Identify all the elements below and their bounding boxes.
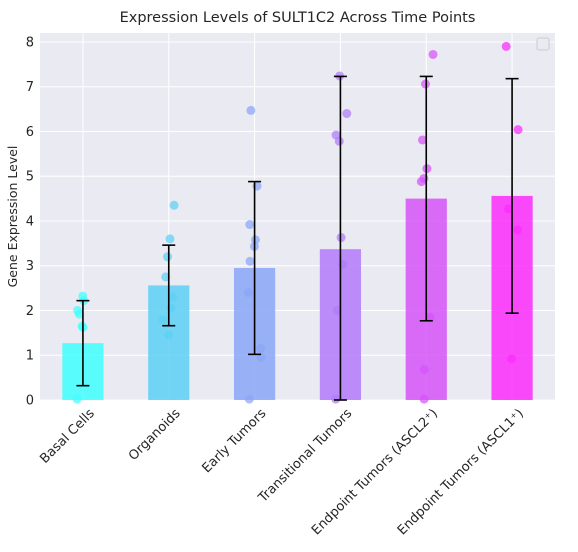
- data-point: [514, 125, 523, 134]
- chart-title: Expression Levels of SULT1C2 Across Time…: [120, 10, 476, 26]
- y-tick-label: 1: [26, 349, 34, 364]
- x-tick-label: Basal Cells: [37, 406, 98, 467]
- data-point: [507, 354, 516, 363]
- data-point: [245, 395, 254, 404]
- data-point: [256, 344, 265, 353]
- data-point: [166, 234, 175, 243]
- data-point: [417, 177, 426, 186]
- data-point: [246, 257, 255, 266]
- data-point: [342, 109, 351, 118]
- y-tick-label: 3: [26, 259, 34, 274]
- data-point: [245, 220, 254, 229]
- data-point: [158, 315, 167, 324]
- y-axis-label: Gene Expression Level: [5, 146, 20, 288]
- x-tick-label: Organoids: [126, 406, 184, 464]
- data-point: [335, 137, 344, 146]
- data-point: [429, 50, 438, 59]
- data-point: [502, 42, 511, 51]
- y-tick-label: 7: [26, 80, 34, 95]
- data-point: [163, 252, 172, 261]
- data-point: [170, 201, 179, 210]
- data-point: [166, 304, 175, 313]
- data-point: [244, 288, 253, 297]
- data-point: [331, 395, 340, 404]
- data-point: [420, 365, 429, 374]
- x-tick-label: Early Tumors: [199, 406, 269, 476]
- y-tick-label: 2: [26, 304, 34, 319]
- data-point: [420, 395, 429, 404]
- y-tick-label: 8: [26, 35, 34, 50]
- x-tick-label: Transitional Tumors: [255, 406, 355, 506]
- y-tick-label: 0: [26, 394, 34, 409]
- data-point: [73, 395, 82, 404]
- plot-area: [40, 33, 555, 400]
- y-tick-label: 6: [26, 125, 34, 140]
- data-point: [164, 331, 173, 340]
- y-tick-label: 4: [26, 214, 34, 229]
- data-point: [513, 225, 522, 234]
- legend-box: [537, 38, 549, 50]
- data-point: [246, 106, 255, 115]
- y-tick-label: 5: [26, 170, 34, 185]
